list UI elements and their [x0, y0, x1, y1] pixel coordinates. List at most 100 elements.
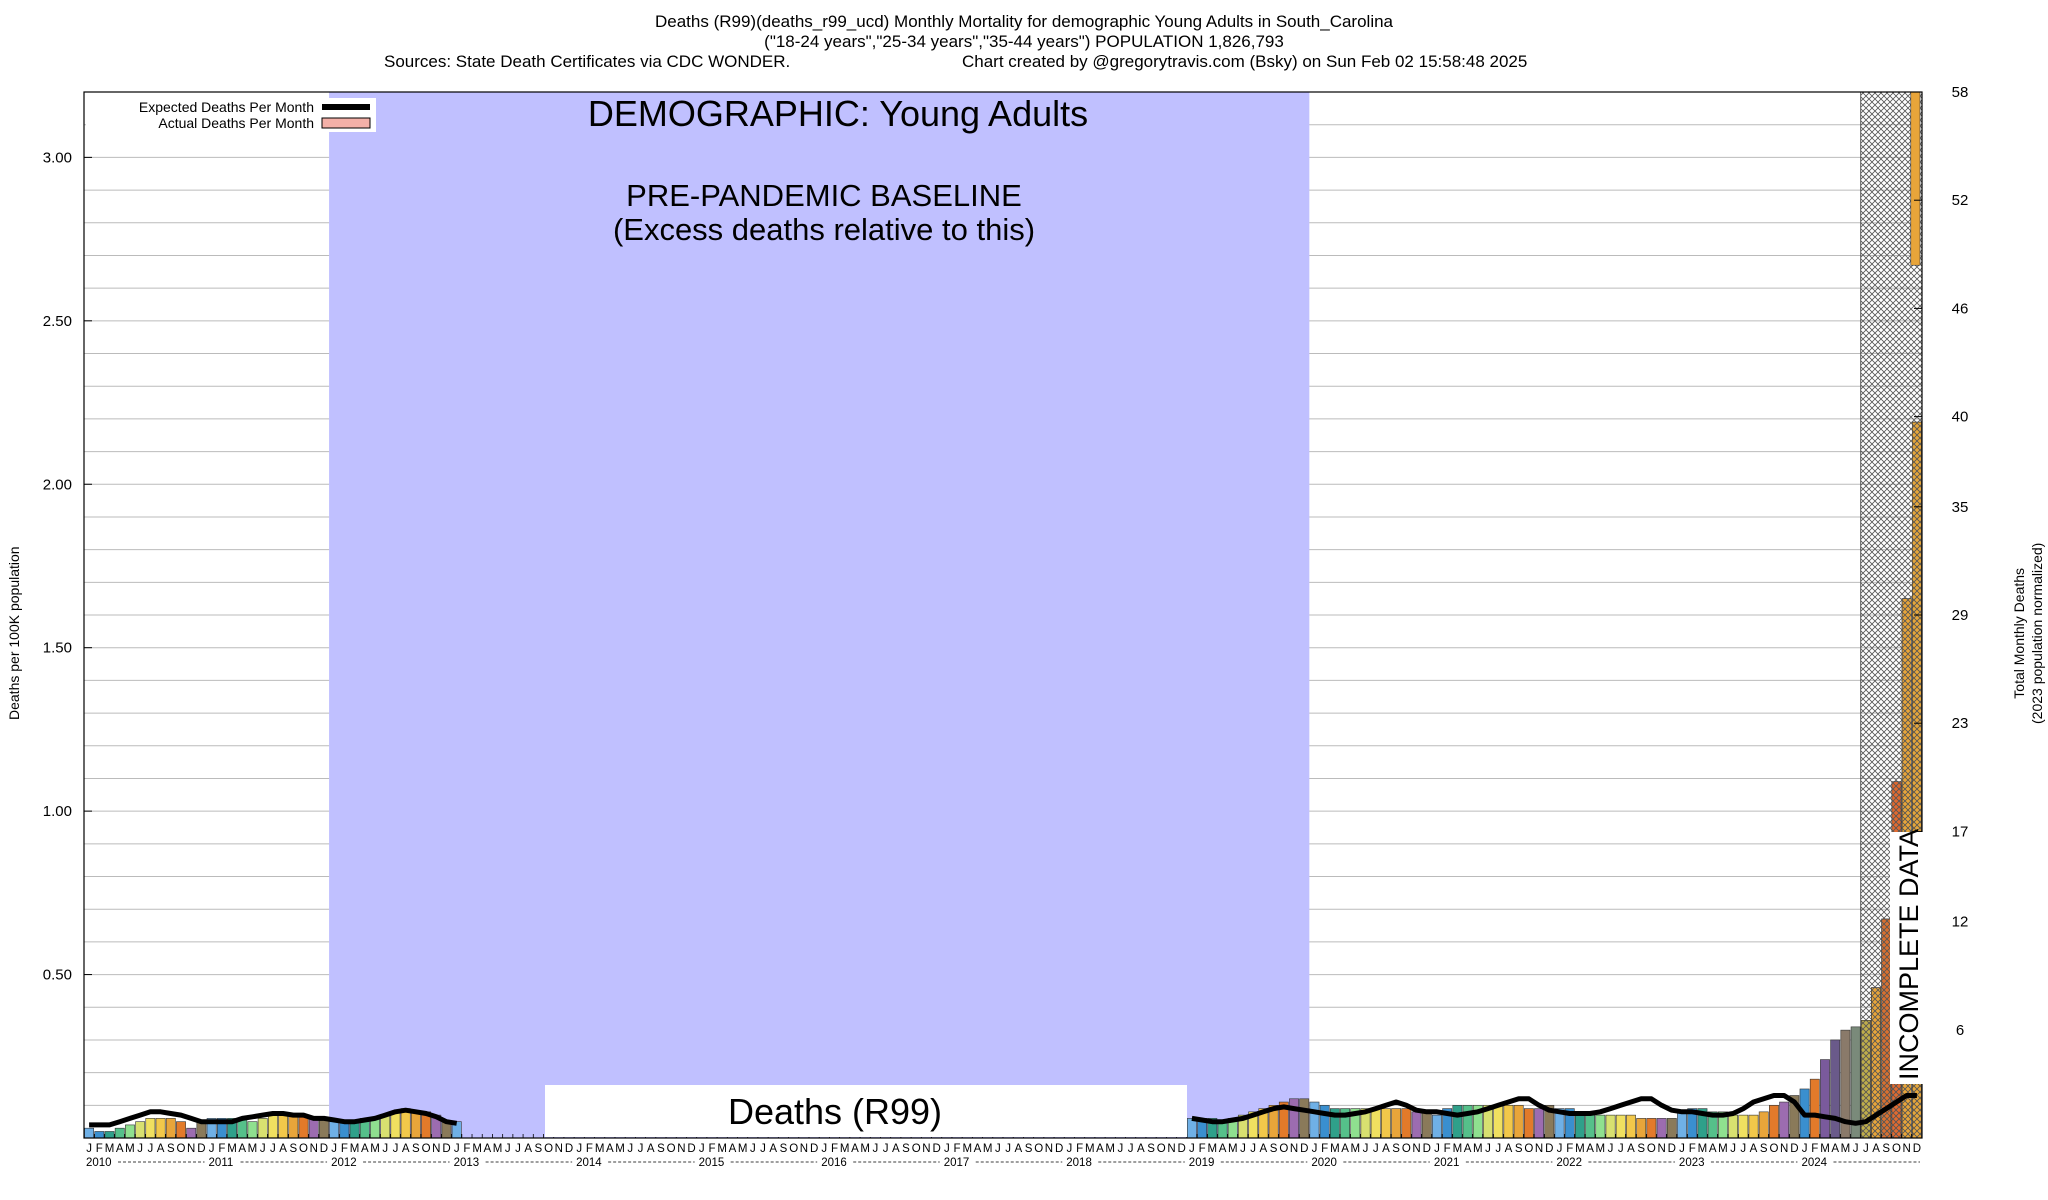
x-month-label: J [331, 1143, 337, 1155]
x-year-label: 2024 [1801, 1157, 1827, 1169]
expected-line [1191, 1093, 1917, 1126]
x-year-label: 2012 [331, 1157, 357, 1169]
x-month-label: D [687, 1143, 695, 1155]
x-month-label: J [995, 1143, 1001, 1155]
baseline-band [329, 92, 1310, 1138]
x-month-label: J [699, 1143, 705, 1155]
bar [104, 1131, 115, 1139]
x-month-label: D [1300, 1143, 1308, 1155]
title-line-2: ("18-24 years","25-34 years","35-44 year… [764, 32, 1284, 51]
bar [1381, 1108, 1391, 1139]
x-month-label: A [1627, 1143, 1635, 1155]
x-month-label: D [1790, 1143, 1798, 1155]
x-month-label: O [299, 1143, 308, 1155]
x-month-label: O [1402, 1143, 1411, 1155]
y-tick-label: 2.00 [43, 476, 72, 493]
x-month-label: A [402, 1143, 410, 1155]
x-month-label: A [157, 1143, 165, 1155]
x-month-label: S [1025, 1143, 1033, 1155]
expected-line [89, 1107, 458, 1128]
x-month-label: D [320, 1143, 328, 1155]
bar [1636, 1118, 1647, 1139]
x-year-label: 2016 [821, 1157, 847, 1169]
x-month-label: J [883, 1143, 889, 1155]
y2-tick-label: 46 [1952, 300, 1969, 317]
y2-tick-label: 23 [1952, 715, 1969, 732]
bar [1452, 1105, 1463, 1139]
bar [1605, 1114, 1616, 1139]
x-month-label: N [187, 1143, 195, 1155]
x-month-label: D [1913, 1143, 1921, 1155]
bar [114, 1127, 125, 1139]
x-month-label: J [454, 1143, 460, 1155]
x-month-label: J [760, 1143, 766, 1155]
x-month-label: M [717, 1143, 727, 1155]
x-month-label: M [1350, 1143, 1360, 1155]
x-month-label: J [1005, 1143, 1011, 1155]
x-month-label: N [1657, 1143, 1665, 1155]
x-month-label: A [851, 1143, 859, 1155]
bar [278, 1114, 289, 1139]
bar [84, 1127, 95, 1139]
x-month-label: M [1453, 1143, 1463, 1155]
bar [1666, 1118, 1677, 1139]
credit-text: Chart created by @gregorytravis.com (Bsk… [962, 52, 1528, 71]
x-month-label: J [515, 1143, 521, 1155]
x-month-label: A [769, 1143, 777, 1155]
x-month-label: O [912, 1143, 921, 1155]
x-month-label: F [1199, 1143, 1206, 1155]
x-month-label: J [1608, 1143, 1614, 1155]
x-year-label: 2022 [1556, 1157, 1582, 1169]
x-month-label: J [260, 1143, 266, 1155]
x-month-label: S [1147, 1143, 1155, 1155]
x-month-label: M [1841, 1143, 1851, 1155]
x-month-label: S [1760, 1143, 1768, 1155]
x-month-label: A [1014, 1143, 1022, 1155]
x-month-label: O [1279, 1143, 1288, 1155]
x-month-label: M [983, 1143, 993, 1155]
x-month-label: F [831, 1143, 838, 1155]
x-month-label: J [86, 1143, 92, 1155]
x-month-label: F [1811, 1143, 1818, 1155]
bar [1830, 1039, 1841, 1139]
x-month-label: M [615, 1143, 625, 1155]
annotation-layer: DEMOGRAPHIC: Young Adults PRE-PANDEMIC B… [588, 93, 1088, 247]
x-year-label: 2017 [944, 1157, 970, 1169]
chart-title: Deaths (R99)(deaths_r99_ucd) Monthly Mor… [0, 12, 2048, 72]
cause-label: Deaths (R99) [728, 1091, 942, 1132]
x-month-label: J [1373, 1143, 1379, 1155]
bar [1503, 1105, 1514, 1139]
baseline-band-layer [329, 92, 1310, 1138]
x-month-label: M [1228, 1143, 1238, 1155]
bar [155, 1118, 166, 1139]
bar [1534, 1108, 1544, 1139]
x-month-label: N [1780, 1143, 1788, 1155]
x-year-label: 2018 [1066, 1157, 1092, 1169]
x-month-label: A [1260, 1143, 1268, 1155]
x-month-label: M [738, 1143, 748, 1155]
x-month-label: D [1423, 1143, 1431, 1155]
x-month-label: A [1464, 1143, 1472, 1155]
x-month-label: S [902, 1143, 910, 1155]
y-tick-label: 2.50 [43, 313, 72, 330]
y2-tick-label: 17 [1952, 823, 1969, 840]
y2-tick-label: 6 [1956, 1022, 1964, 1039]
x-month-label: M [1473, 1143, 1483, 1155]
y2-tick-label: 52 [1952, 192, 1969, 209]
x-month-label: S [289, 1143, 297, 1155]
x-month-label: J [1730, 1143, 1736, 1155]
bar [135, 1121, 146, 1139]
x-month-label: J [1240, 1143, 1246, 1155]
x-month-label: S [167, 1143, 175, 1155]
x-month-label: M [1596, 1143, 1606, 1155]
bar [410, 1111, 421, 1139]
bar [1748, 1114, 1759, 1139]
bar [94, 1131, 105, 1139]
x-month-label: A [1137, 1143, 1145, 1155]
x-month-label: S [780, 1143, 788, 1155]
x-month-label: J [1495, 1143, 1501, 1155]
x-month-label: J [872, 1143, 878, 1155]
x-year-label: 2021 [1434, 1157, 1460, 1169]
x-month-label: F [708, 1143, 715, 1155]
x-month-label: O [1157, 1143, 1166, 1155]
